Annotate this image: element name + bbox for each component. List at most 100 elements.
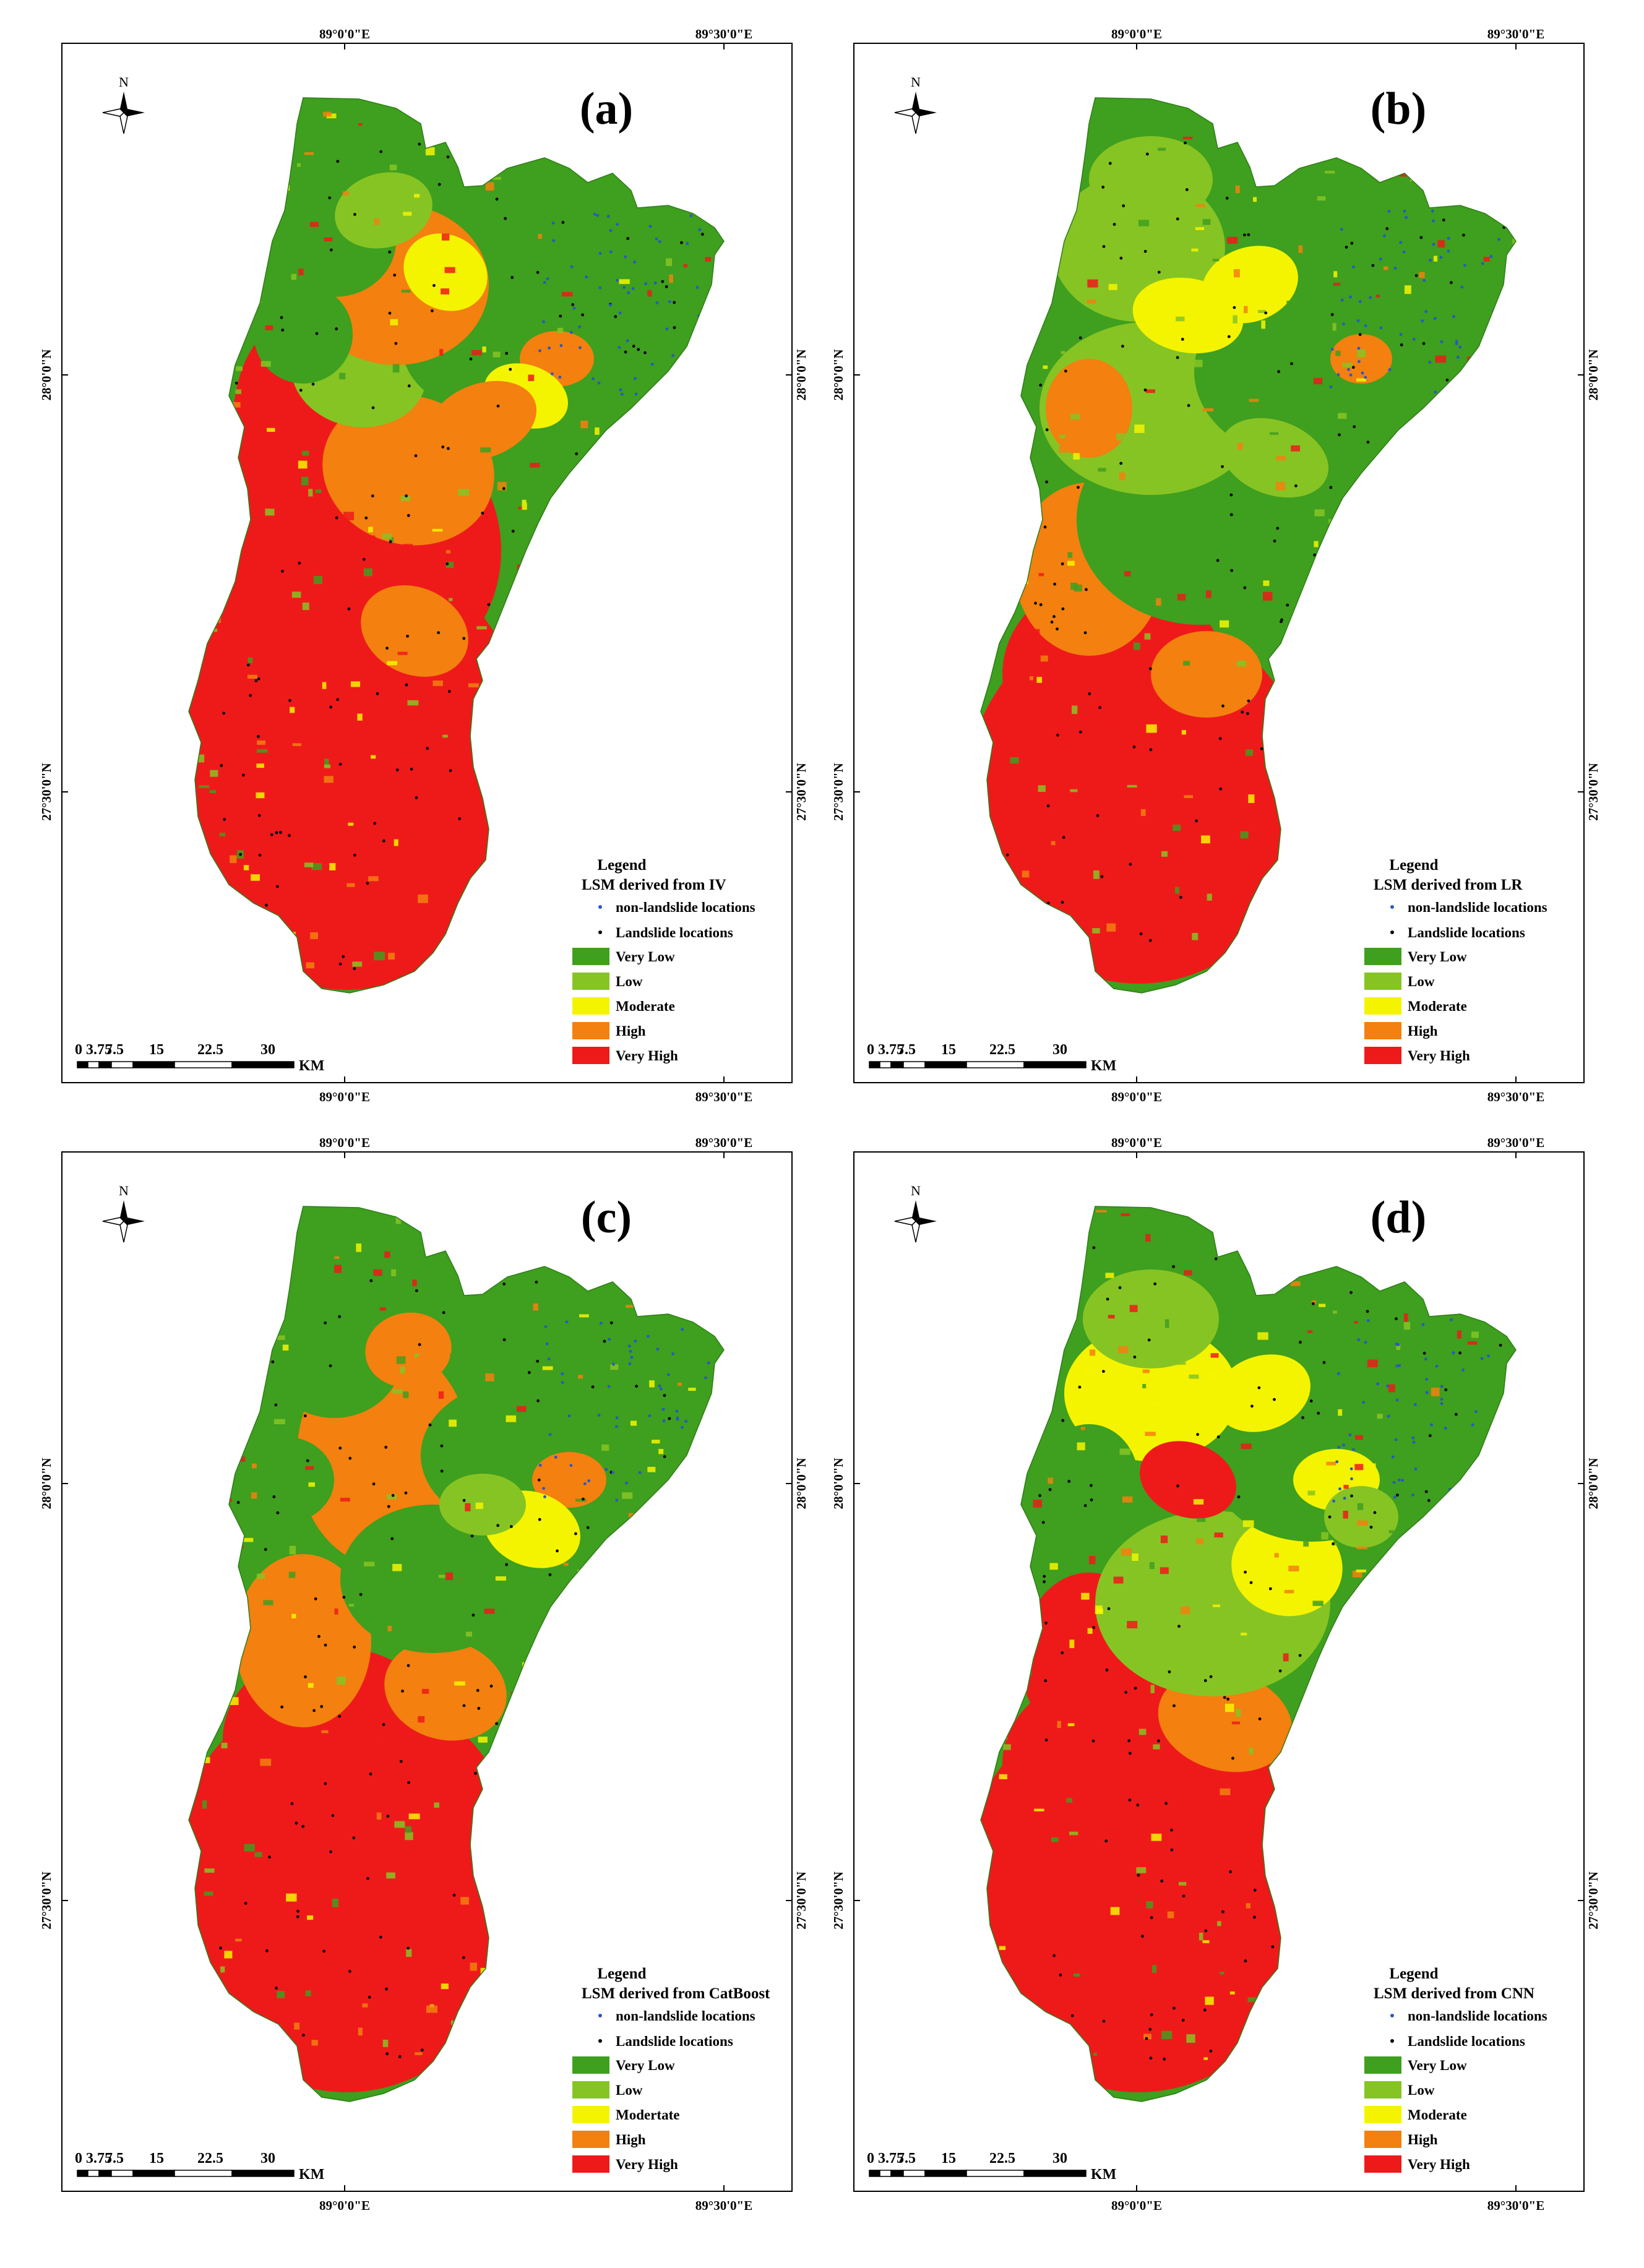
landslide-point <box>616 1263 620 1266</box>
map-pixel <box>676 1784 687 1789</box>
non-landslide-point <box>1497 1453 1500 1456</box>
landslide-point <box>306 1459 309 1463</box>
map-pixel <box>460 1897 469 1905</box>
landslide-point <box>536 1968 540 1972</box>
map-pixel <box>1377 217 1382 221</box>
landslide-point <box>220 764 223 767</box>
map-pixel <box>243 865 249 870</box>
landslide-point <box>324 1782 327 1785</box>
map-pixel <box>612 805 619 809</box>
map-pixel <box>196 233 200 237</box>
region-outline <box>188 97 725 994</box>
map-pixel <box>1010 943 1014 950</box>
legend-class-very-high: Very High <box>1408 1048 1470 1063</box>
map-pixel <box>522 502 527 510</box>
legend-swatch-low <box>572 2081 609 2098</box>
landslide-point <box>527 1371 531 1374</box>
landslide-point <box>348 1456 352 1460</box>
map-pixel <box>705 257 712 262</box>
landslide-point <box>447 447 450 450</box>
map-pixel <box>1435 355 1447 363</box>
landslide-point <box>476 1689 480 1692</box>
map-pixel <box>1023 964 1029 971</box>
map-pixel <box>499 1898 509 1907</box>
landslide-point <box>1168 1670 1171 1673</box>
map-pixel <box>340 504 348 512</box>
landslide-point <box>637 1701 640 1704</box>
landslide-point <box>324 1643 327 1647</box>
map-pixel <box>1105 1273 1114 1278</box>
landslide-point <box>1091 1739 1095 1743</box>
non-landslide-point <box>1455 340 1458 343</box>
map-pixel <box>1033 512 1041 518</box>
landslide-point <box>528 766 532 770</box>
landslide-point <box>338 962 342 966</box>
longitude-label-bottom-right: 89°30'0"E <box>695 2198 752 2213</box>
map-pixel <box>710 719 718 728</box>
susceptibility-zone-low <box>1220 418 1329 498</box>
non-landslide-point <box>671 1352 675 1355</box>
landslide-point <box>1231 1756 1234 1760</box>
map-pixel <box>1160 1567 1169 1574</box>
non-landslide-point <box>1352 1448 1355 1451</box>
non-landslide-point <box>1342 322 1345 326</box>
map-pixel <box>1331 1219 1338 1227</box>
map-pixel <box>318 150 323 154</box>
map-pixel <box>289 1545 296 1555</box>
non-landslide-point <box>612 1362 615 1366</box>
map-pixel <box>471 868 478 875</box>
region-outline <box>980 97 1517 994</box>
landslide-point <box>700 454 704 457</box>
landslide-point <box>385 646 389 650</box>
landslide-point <box>1119 462 1123 465</box>
map-pixel <box>1309 969 1319 978</box>
map-pixel <box>414 1353 419 1358</box>
landslide-point <box>643 351 647 354</box>
map-pixel <box>501 131 506 137</box>
map-pixel <box>358 123 363 126</box>
map-pixel <box>386 1872 395 1879</box>
non-landslide-point <box>678 379 681 382</box>
map-pixel <box>697 620 705 623</box>
map-pixel <box>1145 1234 1151 1242</box>
scale-bar-segment <box>98 2170 112 2177</box>
map-pixel <box>1394 621 1401 624</box>
landslide-point <box>462 1956 465 1959</box>
map-pixel <box>418 894 428 903</box>
map-pixel <box>1251 1457 1261 1462</box>
map-pixel <box>396 1356 406 1364</box>
non-landslide-point <box>1503 322 1507 326</box>
map-pixel <box>1220 620 1229 628</box>
map-pixel <box>237 285 244 294</box>
landslide-point <box>673 301 676 304</box>
non-landslide-point <box>1376 1382 1380 1386</box>
landslide-point <box>523 658 527 662</box>
map-pixel <box>1367 1359 1378 1367</box>
non-landslide-point <box>1450 1318 1453 1321</box>
scale-bar-segment <box>87 1061 100 1068</box>
non-landslide-point <box>570 265 574 268</box>
map-pixel <box>1303 1537 1309 1547</box>
map-pixel <box>192 1583 199 1588</box>
scale-tick-label: 22.5 <box>989 2150 1015 2167</box>
non-landslide-point <box>619 388 622 392</box>
map-pixel <box>1245 749 1254 756</box>
map-pixel <box>201 297 212 301</box>
landslide-point <box>1030 152 1033 155</box>
map-pixel <box>1199 1933 1203 1941</box>
map-pixel <box>1370 924 1379 930</box>
map-pixel <box>1354 144 1362 148</box>
landslide-point <box>1508 324 1511 328</box>
landslide-point <box>663 1455 666 1458</box>
landslide-point <box>1253 1888 1257 1892</box>
landslide-point <box>1233 306 1236 309</box>
non-landslide-point <box>1440 340 1444 343</box>
landslide-point <box>1413 1714 1417 1717</box>
susceptibility-zone-low <box>335 172 433 249</box>
map-pixel <box>660 2076 671 2082</box>
legend-class-moderate: Moderate <box>1408 2107 1467 2123</box>
map-frame <box>853 1151 1585 2192</box>
map-pixel <box>665 622 674 630</box>
landslide-point <box>1384 137 1388 140</box>
landslide-point <box>366 1876 369 1880</box>
